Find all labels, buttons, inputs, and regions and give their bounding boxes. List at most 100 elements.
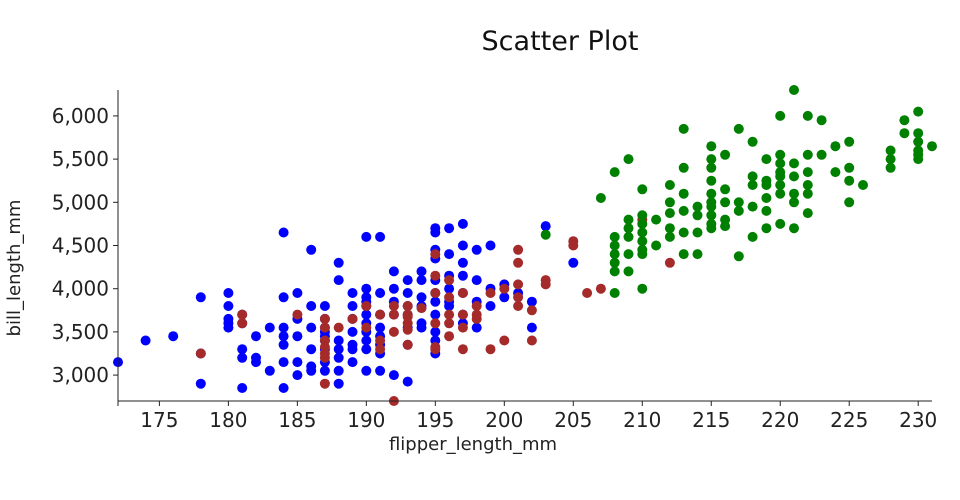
data-point <box>237 309 248 320</box>
x-tick-label: 200 <box>485 408 523 432</box>
data-point <box>747 231 758 242</box>
data-point <box>706 141 717 152</box>
data-point <box>623 249 634 260</box>
data-point <box>858 180 868 190</box>
data-point <box>706 162 717 173</box>
data-point <box>333 365 344 376</box>
data-point <box>526 322 537 333</box>
data-point <box>720 149 731 160</box>
data-point <box>347 357 358 368</box>
x-tick-label: 230 <box>899 408 937 432</box>
data-point <box>526 296 537 307</box>
data-point <box>609 240 620 251</box>
data-point <box>637 249 648 260</box>
data-point <box>402 275 413 286</box>
data-point <box>375 335 386 346</box>
data-point <box>802 208 813 219</box>
data-point <box>609 288 620 298</box>
data-point <box>388 301 399 311</box>
y-tick-label: 6,000 <box>52 104 109 128</box>
data-point <box>361 231 372 242</box>
data-point <box>747 136 758 147</box>
data-point <box>416 322 427 333</box>
data-point <box>237 383 248 393</box>
data-point <box>664 223 675 234</box>
y-tick-label: 5,500 <box>52 147 109 171</box>
data-point <box>278 383 289 393</box>
data-point <box>319 365 330 376</box>
data-point <box>706 223 717 234</box>
data-point <box>388 370 399 381</box>
data-point <box>306 322 317 333</box>
data-point <box>430 288 441 298</box>
data-point <box>471 244 482 255</box>
data-point <box>609 266 620 277</box>
data-point <box>485 240 496 251</box>
data-point <box>333 322 344 333</box>
data-point <box>775 149 786 160</box>
data-point <box>444 331 455 342</box>
data-point <box>388 326 399 337</box>
data-point <box>568 257 579 268</box>
data-point <box>761 205 772 216</box>
data-point <box>471 301 482 311</box>
x-tick-label: 210 <box>623 408 661 432</box>
data-point <box>471 275 482 286</box>
data-point <box>292 288 303 298</box>
data-point <box>637 210 648 221</box>
data-point <box>513 244 524 255</box>
data-point <box>361 365 372 376</box>
data-point <box>402 288 413 298</box>
y-tick-label: 4,500 <box>52 234 109 258</box>
data-point <box>319 301 330 311</box>
data-point <box>499 292 510 303</box>
data-point <box>140 335 151 346</box>
data-point <box>499 335 510 346</box>
data-point <box>789 85 799 95</box>
data-point <box>430 309 441 320</box>
data-point <box>223 288 234 298</box>
x-tick-label: 185 <box>278 408 316 432</box>
data-point <box>278 357 289 368</box>
data-point <box>913 136 924 147</box>
data-point <box>306 244 317 255</box>
data-point <box>623 231 634 242</box>
data-point <box>637 236 648 247</box>
data-point <box>333 257 344 268</box>
data-point <box>347 313 358 324</box>
x-tick-label: 180 <box>209 408 247 432</box>
data-point <box>678 249 689 260</box>
data-point <box>361 335 372 346</box>
data-point <box>361 344 372 355</box>
data-point <box>430 270 441 281</box>
data-point <box>278 292 289 303</box>
data-point <box>237 344 248 355</box>
data-point <box>844 197 855 208</box>
data-point <box>457 322 468 333</box>
data-point <box>375 309 386 320</box>
data-point <box>457 344 468 355</box>
y-tick-label: 3,000 <box>52 363 109 387</box>
data-point <box>333 275 344 286</box>
data-point <box>444 301 455 311</box>
data-point <box>416 266 427 277</box>
data-point <box>664 231 675 242</box>
data-point <box>733 251 744 262</box>
data-point <box>485 301 496 311</box>
data-point <box>306 365 317 376</box>
data-point <box>471 313 482 324</box>
data-points <box>113 85 937 406</box>
data-point <box>251 357 261 368</box>
data-point <box>637 218 648 229</box>
data-point <box>747 201 758 212</box>
data-point <box>306 344 317 355</box>
data-point <box>361 283 372 294</box>
data-point <box>264 322 275 333</box>
data-point <box>816 115 827 126</box>
data-point <box>375 322 386 333</box>
data-point <box>416 303 427 314</box>
data-point <box>333 352 344 363</box>
data-point <box>430 296 441 307</box>
data-point <box>444 249 455 260</box>
x-tick-label: 225 <box>830 408 868 432</box>
